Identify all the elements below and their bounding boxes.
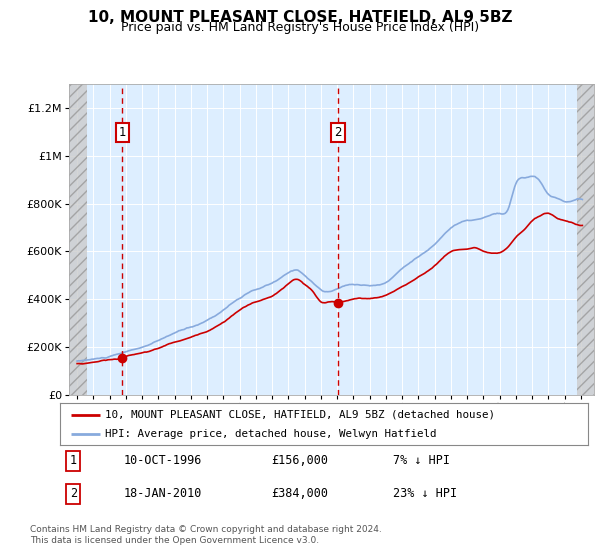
Text: £156,000: £156,000 (271, 454, 328, 468)
Bar (69, 84, 86, 395)
Text: 7% ↓ HPI: 7% ↓ HPI (392, 454, 449, 468)
Text: £384,000: £384,000 (271, 487, 328, 501)
Text: 23% ↓ HPI: 23% ↓ HPI (392, 487, 457, 501)
Text: 1: 1 (119, 125, 126, 139)
Text: Contains HM Land Registry data © Crown copyright and database right 2024.
This d: Contains HM Land Registry data © Crown c… (30, 525, 382, 545)
Text: 10-OCT-1996: 10-OCT-1996 (124, 454, 202, 468)
Text: 18-JAN-2010: 18-JAN-2010 (124, 487, 202, 501)
Bar (577, 84, 594, 395)
Text: 2: 2 (334, 125, 342, 139)
Text: Price paid vs. HM Land Registry's House Price Index (HPI): Price paid vs. HM Land Registry's House … (121, 21, 479, 34)
Text: HPI: Average price, detached house, Welwyn Hatfield: HPI: Average price, detached house, Welw… (105, 429, 436, 439)
Text: 10, MOUNT PLEASANT CLOSE, HATFIELD, AL9 5BZ (detached house): 10, MOUNT PLEASANT CLOSE, HATFIELD, AL9 … (105, 409, 495, 419)
Text: 2: 2 (70, 487, 77, 501)
Text: 1: 1 (70, 454, 77, 468)
Text: 10, MOUNT PLEASANT CLOSE, HATFIELD, AL9 5BZ: 10, MOUNT PLEASANT CLOSE, HATFIELD, AL9 … (88, 10, 512, 25)
